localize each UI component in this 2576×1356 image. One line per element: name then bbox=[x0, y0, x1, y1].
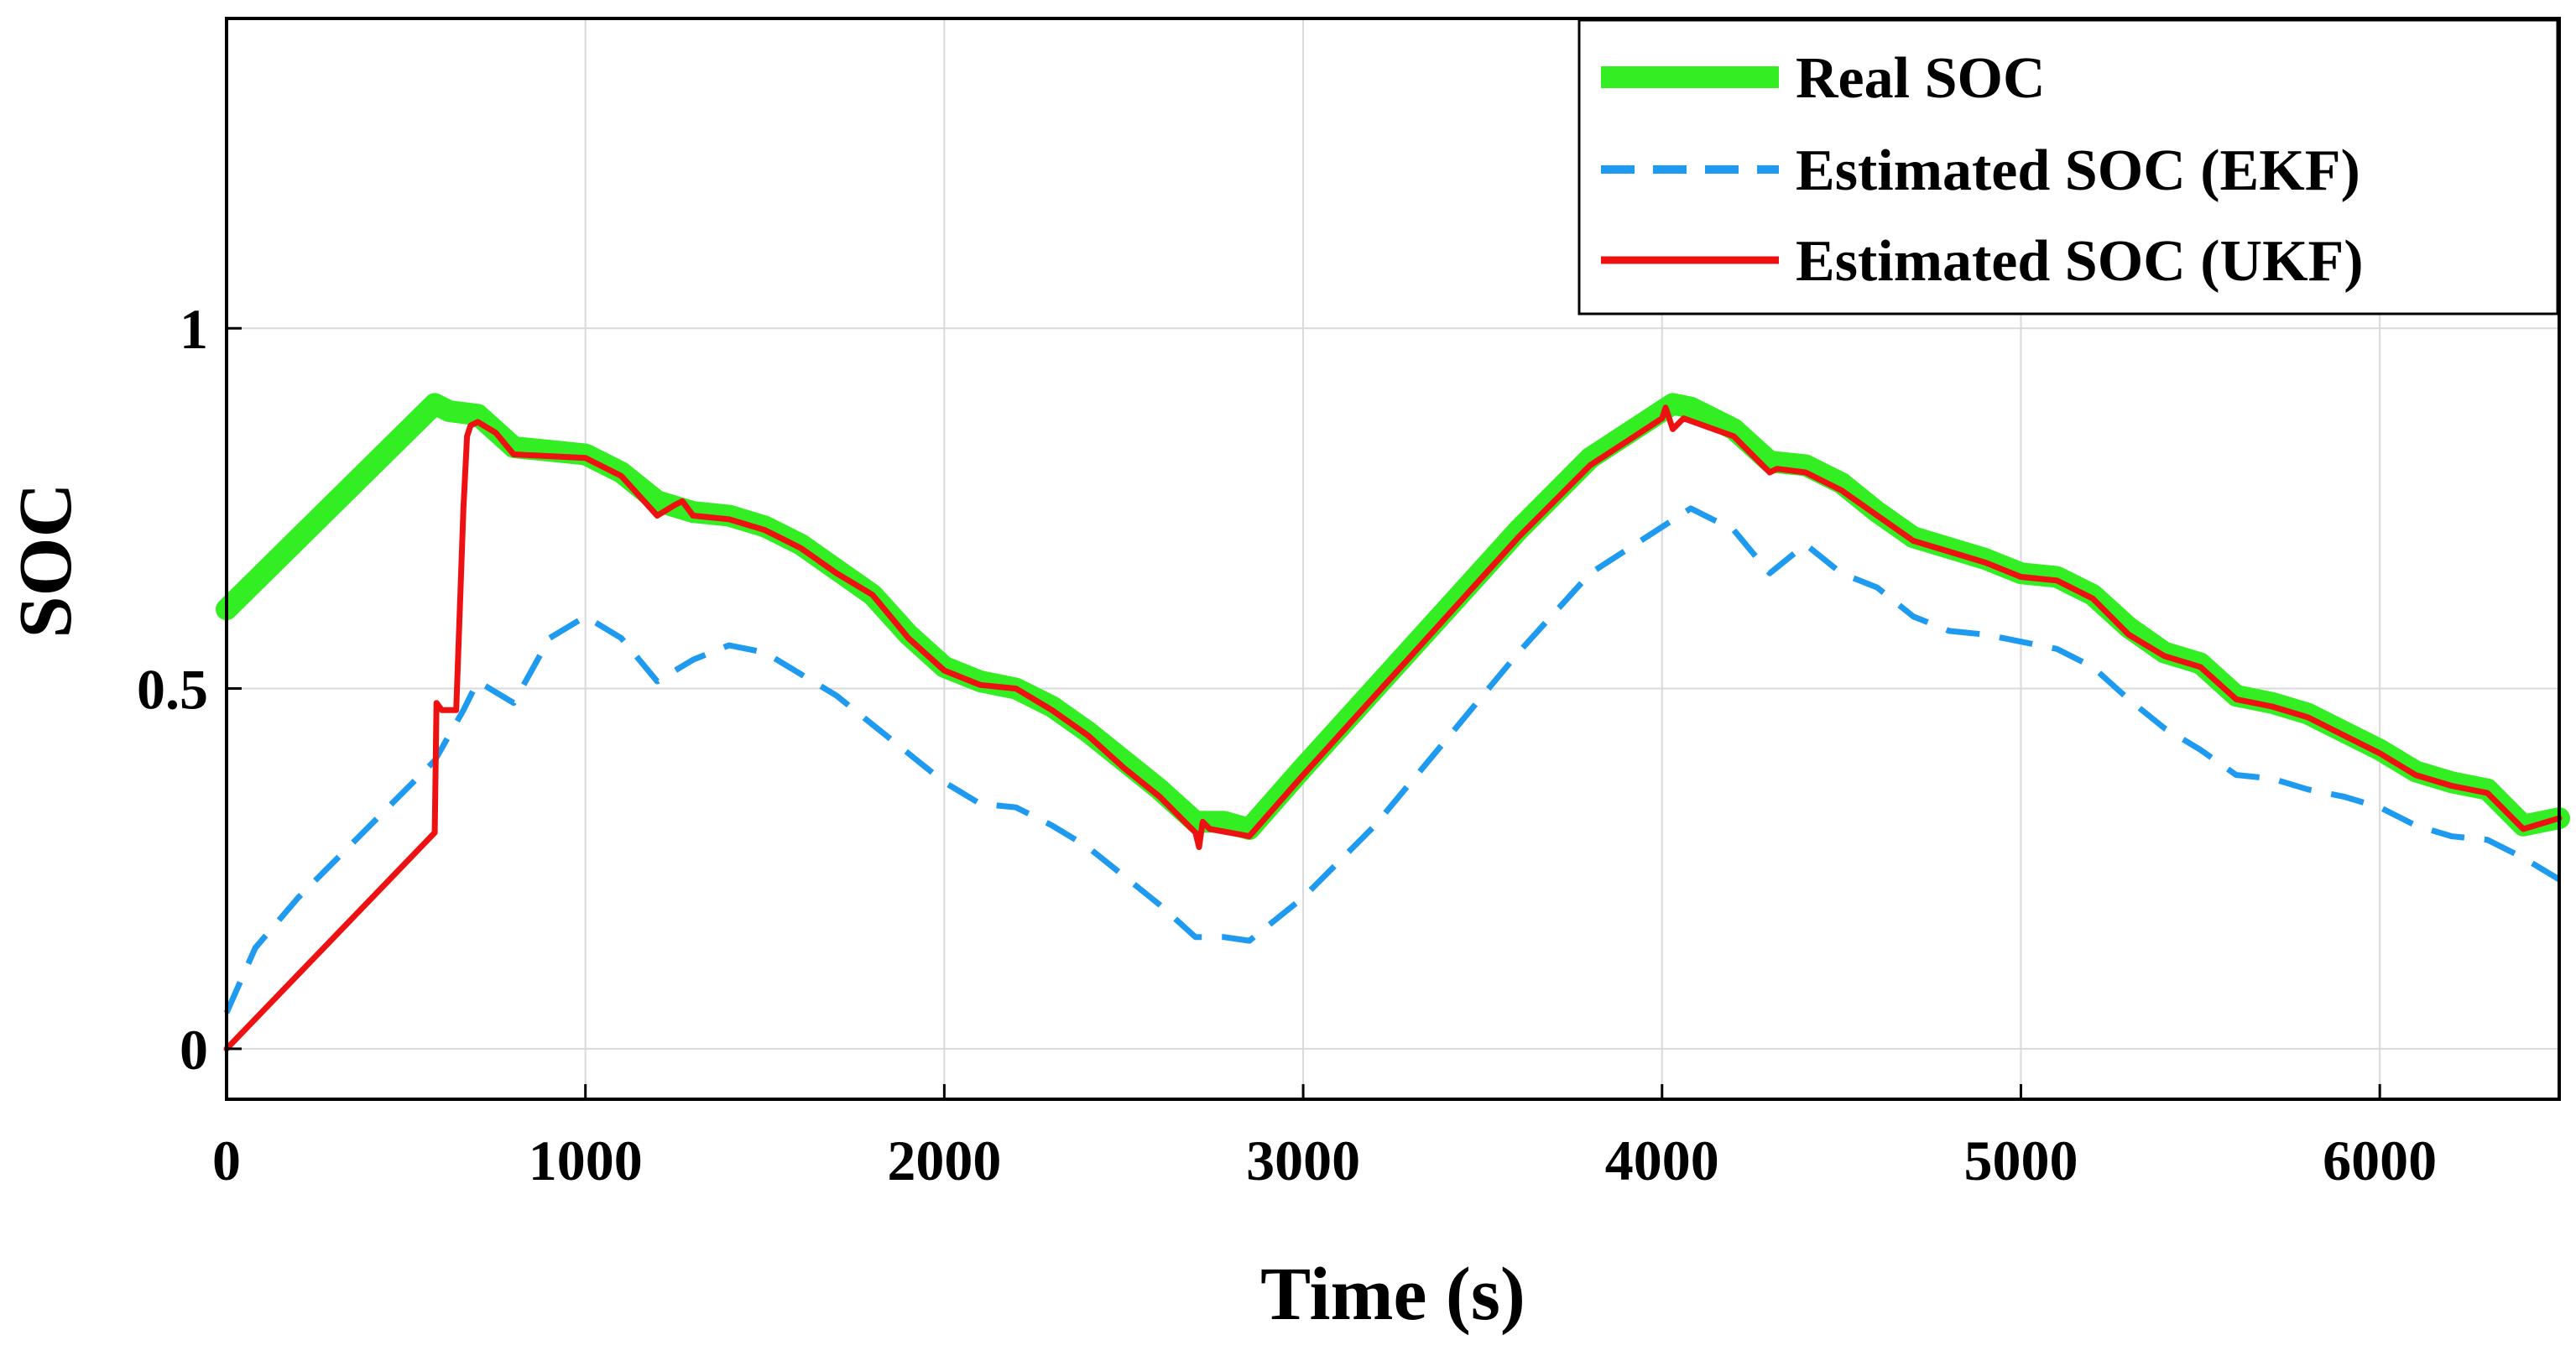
legend-label-real-soc: Real SOC bbox=[1796, 46, 2046, 111]
x-tick-label: 0 bbox=[212, 1129, 241, 1192]
tick-labels: 0 1000 2000 3000 4000 5000 6000 0 0.5 1 bbox=[137, 297, 2437, 1192]
x-tick-label: 2000 bbox=[887, 1129, 1001, 1192]
series-lines bbox=[216, 393, 2570, 1052]
series-ukf-line bbox=[223, 404, 2563, 1052]
legend-label-ukf: Estimated SOC (UKF) bbox=[1796, 229, 2364, 294]
plot-frame bbox=[225, 17, 2561, 1101]
x-axis-label: Time (s) bbox=[1260, 1253, 1525, 1336]
y-tick-label: 1 bbox=[180, 297, 208, 361]
y-tick-label: 0 bbox=[180, 1018, 208, 1082]
legend: Real SOC Estimated SOC (EKF) Estimated S… bbox=[1577, 18, 2559, 316]
x-tick-label: 3000 bbox=[1246, 1129, 1360, 1192]
x-tick-label: 1000 bbox=[529, 1129, 643, 1192]
y-axis-label: SOC bbox=[4, 482, 87, 638]
x-tick-label: 6000 bbox=[2323, 1129, 2437, 1192]
x-tick-label: 5000 bbox=[1963, 1129, 2078, 1192]
y-tick-label: 0.5 bbox=[137, 658, 208, 722]
series-ekf-line bbox=[223, 505, 2561, 1014]
legend-label-ekf: Estimated SOC (EKF) bbox=[1796, 138, 2360, 203]
x-tick-label: 4000 bbox=[1605, 1129, 1719, 1192]
